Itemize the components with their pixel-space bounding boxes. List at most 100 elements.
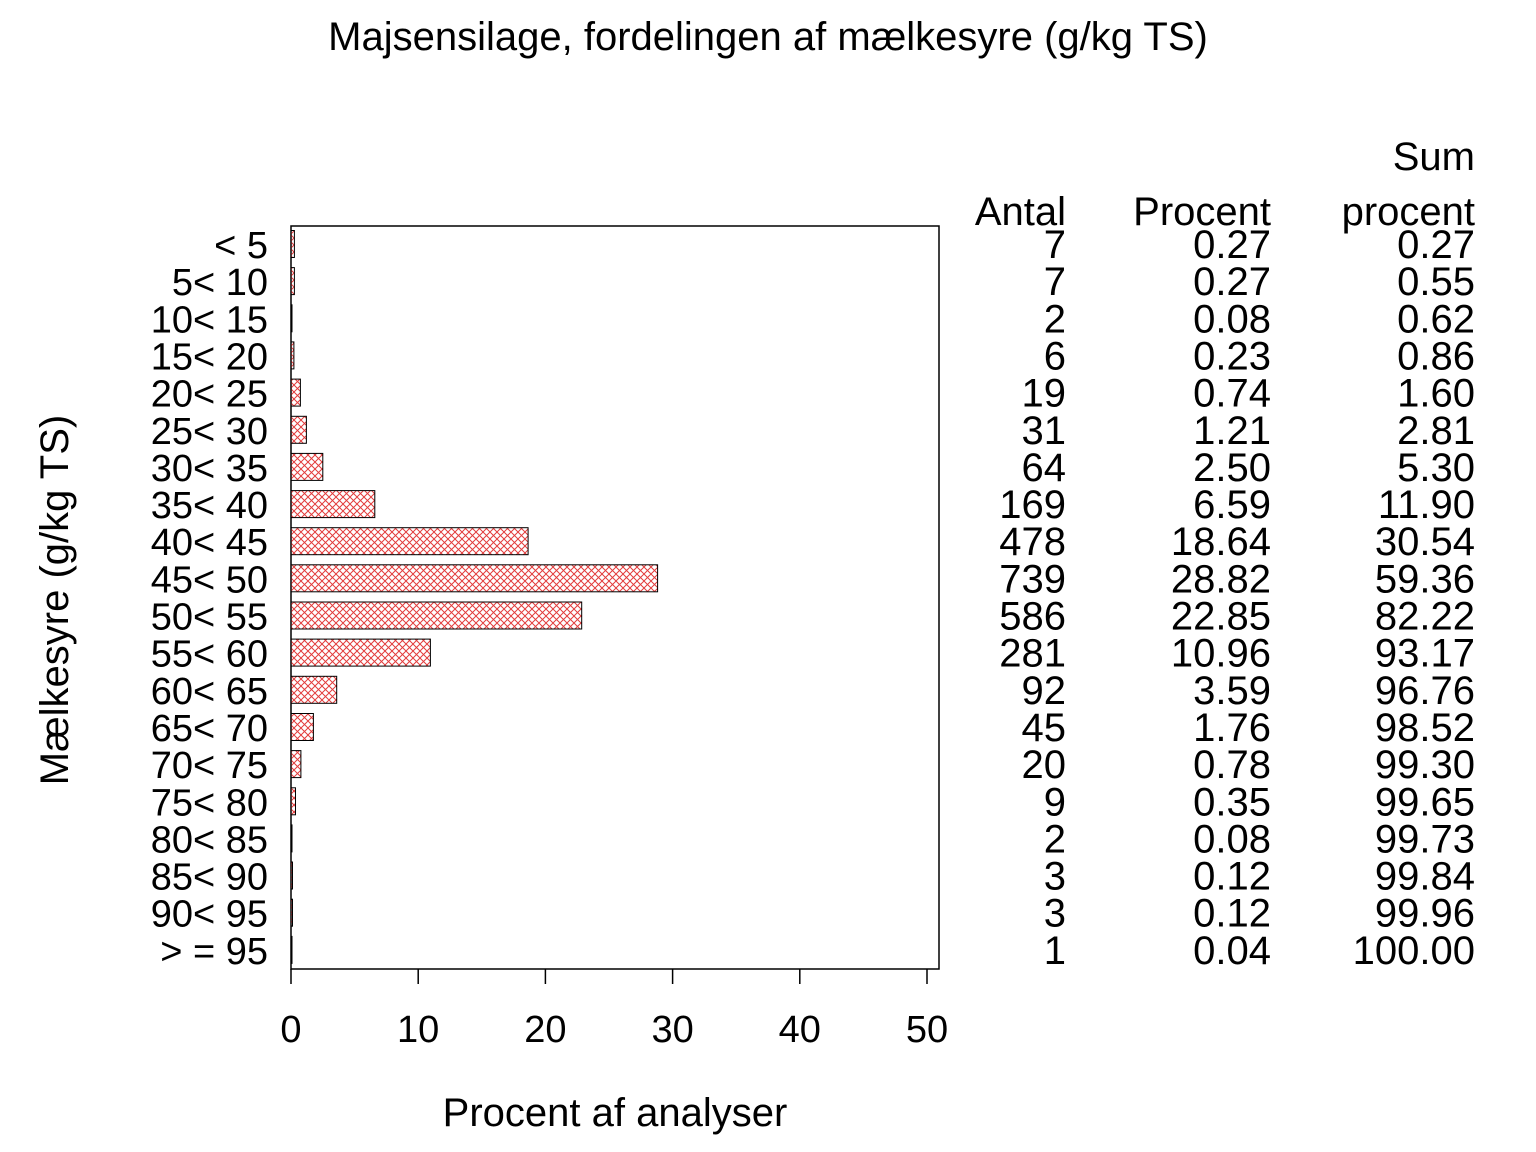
x-axis-ticks: 0 10 20 30 40 50 — [280, 969, 948, 1051]
cell-procent: 2.50 — [1193, 446, 1271, 490]
cell-procent: 10.96 — [1171, 632, 1271, 676]
cell-antal: 281 — [999, 632, 1066, 676]
cell-sum-procent: 0.86 — [1397, 334, 1475, 378]
bar — [290, 861, 293, 890]
cell-procent: 6.59 — [1193, 483, 1271, 527]
bar — [290, 787, 296, 816]
cell-sum-procent: 30.54 — [1375, 520, 1475, 564]
cell-antal: 169 — [999, 483, 1066, 527]
header-procent: Procent — [1133, 190, 1271, 234]
bar — [290, 230, 295, 258]
header-sum: Sum — [1393, 135, 1475, 179]
bars-group — [290, 230, 659, 964]
bar — [290, 601, 583, 630]
bar — [290, 378, 301, 407]
cell-procent: 0.78 — [1193, 743, 1271, 787]
cell-procent: 18.64 — [1171, 520, 1271, 564]
cell-antal: 1 — [1044, 929, 1066, 973]
bar — [290, 824, 293, 853]
category-label: 60< 65 — [151, 671, 268, 713]
category-label: 45< 50 — [151, 559, 268, 601]
category-label: 5< 10 — [172, 262, 268, 304]
header-antal: Antal — [975, 190, 1066, 234]
cell-antal: 3 — [1044, 855, 1066, 899]
bar — [290, 675, 338, 704]
bar — [290, 898, 293, 927]
cell-sum-procent: 1.60 — [1397, 372, 1475, 416]
cell-sum-procent: 99.84 — [1375, 855, 1475, 899]
x-tick-label: 50 — [906, 1009, 948, 1051]
header-sum-procent: procent — [1342, 190, 1475, 234]
bar — [290, 490, 376, 519]
cell-antal: 20 — [1022, 743, 1067, 787]
x-tick-label: 20 — [524, 1009, 566, 1051]
category-label: 70< 75 — [151, 745, 268, 787]
cell-sum-procent: 99.73 — [1375, 817, 1475, 861]
category-label: 20< 25 — [151, 374, 268, 416]
category-label: 65< 70 — [151, 708, 268, 750]
cell-sum-procent: 2.81 — [1397, 409, 1475, 453]
cell-sum-procent: 99.30 — [1375, 743, 1475, 787]
cell-sum-procent: 11.90 — [1378, 483, 1475, 527]
cell-sum-procent: 99.65 — [1375, 780, 1475, 824]
cell-antal: 19 — [1022, 372, 1067, 416]
cell-antal: 92 — [1022, 669, 1067, 713]
category-label: 55< 60 — [151, 634, 268, 676]
bar — [290, 341, 295, 370]
cell-sum-procent: 93.17 — [1375, 632, 1475, 676]
x-axis-title: Procent af analyser — [443, 1091, 788, 1135]
bar — [290, 415, 307, 444]
cell-antal: 586 — [999, 595, 1066, 639]
category-label: 85< 90 — [151, 857, 268, 899]
chart-title: Majsensilage, fordelingen af mælkesyre (… — [328, 15, 1208, 59]
cell-procent: 0.04 — [1193, 929, 1271, 973]
bar — [290, 527, 529, 556]
category-label: 90< 95 — [151, 894, 268, 936]
category-label: > = 95 — [160, 931, 268, 973]
cell-antal: 2 — [1044, 297, 1066, 341]
category-label: 40< 45 — [151, 522, 268, 564]
category-label: 10< 15 — [151, 299, 268, 341]
cell-sum-procent: 99.96 — [1375, 892, 1475, 936]
bar — [290, 713, 314, 741]
category-label: 35< 40 — [151, 485, 268, 527]
cell-procent: 0.08 — [1193, 297, 1271, 341]
cell-antal: 739 — [999, 557, 1066, 601]
x-tick-label: 0 — [280, 1009, 301, 1051]
category-label: 30< 35 — [151, 448, 268, 490]
cell-antal: 45 — [1022, 706, 1067, 750]
cell-procent: 22.85 — [1171, 595, 1271, 639]
cell-sum-procent: 59.36 — [1375, 557, 1475, 601]
category-label: 75< 80 — [151, 782, 268, 824]
cell-procent: 0.27 — [1193, 223, 1271, 267]
cell-procent: 28.82 — [1171, 557, 1271, 601]
cell-procent: 1.21 — [1193, 409, 1271, 453]
cell-procent: 0.27 — [1193, 260, 1271, 304]
cell-sum-procent: 0.27 — [1397, 223, 1475, 267]
cell-sum-procent: 0.55 — [1397, 260, 1475, 304]
category-label: < 5 — [214, 225, 268, 267]
y-axis-title: Mælkesyre (g/kg TS) — [33, 415, 77, 785]
cell-procent: 1.76 — [1193, 706, 1271, 750]
cell-sum-procent: 82.22 — [1375, 595, 1475, 639]
bar — [290, 564, 659, 593]
x-tick-label: 40 — [779, 1009, 821, 1051]
cell-sum-procent: 5.30 — [1397, 446, 1475, 490]
category-label: 80< 85 — [151, 819, 268, 861]
cell-sum-procent: 0.62 — [1397, 297, 1475, 341]
cell-antal: 31 — [1022, 409, 1067, 453]
cell-procent: 0.23 — [1193, 334, 1271, 378]
bar — [290, 267, 295, 296]
bar — [290, 638, 431, 667]
x-tick-label: 30 — [651, 1009, 693, 1051]
cell-antal: 9 — [1044, 780, 1066, 824]
x-tick-label: 10 — [397, 1009, 439, 1051]
bar — [290, 304, 293, 333]
category-label: 25< 30 — [151, 411, 268, 453]
bar — [290, 935, 293, 964]
cell-sum-procent: 98.52 — [1375, 706, 1475, 750]
cell-antal: 64 — [1022, 446, 1067, 490]
